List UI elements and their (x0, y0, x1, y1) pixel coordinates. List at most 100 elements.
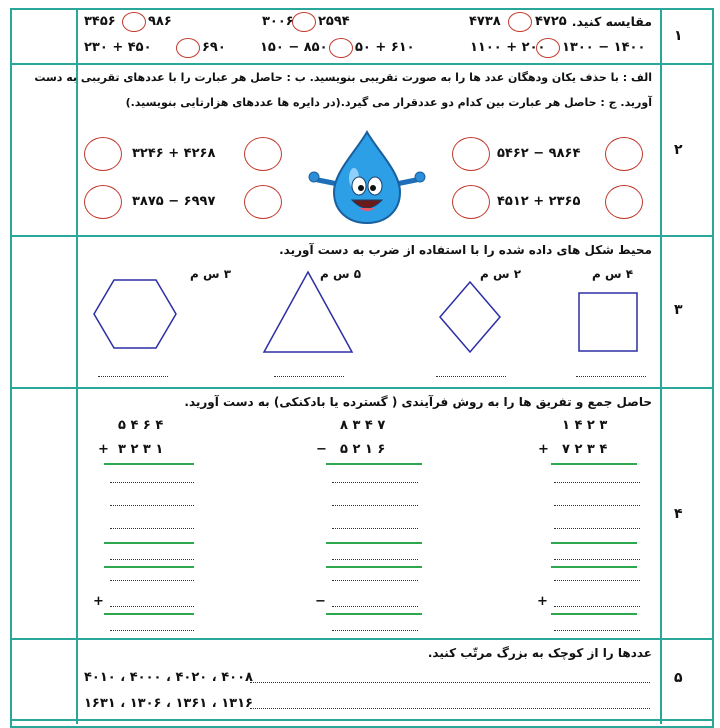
compare-right-value: ۳۰۰۶ (262, 14, 294, 29)
square-shape (578, 292, 638, 352)
work-dotted-line[interactable] (554, 559, 640, 560)
work-green-line (326, 542, 422, 544)
compare-answer-circle[interactable] (508, 12, 532, 32)
work-dotted-line[interactable] (554, 505, 640, 506)
row-number-1: ۱ (674, 28, 683, 44)
compare-right-value: ۱۱۰۰ + ۲۰۰ (470, 40, 546, 55)
row-divider (10, 63, 714, 65)
work-dotted-line[interactable] (110, 482, 194, 483)
compare-answer-circle[interactable] (292, 12, 316, 32)
expression-b: ۴۵۱۲ + ۲۳۶۵ (497, 194, 581, 209)
row-number-5: ۵ (674, 670, 683, 686)
work-green-line (326, 613, 422, 615)
compare-answer-circle[interactable] (122, 12, 146, 32)
work-dotted-line[interactable] (110, 580, 194, 581)
answer-dotted-line[interactable] (250, 682, 650, 683)
work-dotted-line[interactable] (110, 505, 194, 506)
problem-operator: + (538, 442, 549, 457)
problem-bottom-number: ۳ ۲ ۳ ۱ (118, 442, 164, 457)
hexagon-shape (93, 279, 177, 349)
work-green-line (551, 613, 637, 615)
compare-right-value: ۴۷۳۸ (469, 14, 501, 29)
work-dotted-line[interactable] (332, 580, 418, 581)
row-number-2: ۲ (674, 142, 683, 158)
problem-result-line (551, 463, 637, 465)
work-dotted-line[interactable] (110, 528, 194, 529)
answer-dotted-line[interactable] (436, 376, 506, 377)
work-dotted-line[interactable] (332, 528, 418, 529)
compare-answer-circle[interactable] (536, 38, 560, 58)
compare-right-value: ۳۴۵۶ (84, 14, 116, 29)
answer-dotted-line[interactable] (274, 376, 344, 377)
answer-dotted-line[interactable] (250, 708, 650, 709)
work-green-line (104, 566, 194, 568)
work-green-line (551, 566, 637, 568)
work-dotted-line[interactable] (332, 482, 418, 483)
work-dotted-line[interactable] (110, 630, 194, 631)
problem-top-number: ۱ ۴ ۲ ۳ (562, 418, 608, 433)
compare-right-value: ۱۵۰ − ۸۵۰ (260, 40, 328, 55)
expression-a: ۵۴۶۲ − ۹۸۶۴ (497, 146, 581, 161)
column-divider (76, 8, 78, 724)
work-dotted-line[interactable] (554, 630, 640, 631)
problem-bottom-number: ۷ ۲ ۳ ۴ (562, 442, 608, 457)
compare-left-value: ۵۰ + ۶۱۰ (355, 40, 415, 55)
expression-d: ۳۸۷۵ − ۶۹۹۷ (132, 194, 216, 209)
work-dotted-line[interactable] (332, 606, 418, 607)
work-dotted-line[interactable] (332, 559, 418, 560)
problem-result-line (326, 463, 422, 465)
shape-label-triangle: ۵ س م (320, 267, 362, 281)
shape-label-rhombus: ۲ س م (480, 267, 522, 281)
column-divider (660, 8, 662, 724)
row-divider (10, 638, 714, 640)
answer-circle[interactable] (244, 185, 282, 219)
row-divider (10, 387, 714, 389)
triangle-shape (262, 270, 354, 353)
problem-result-line (104, 463, 194, 465)
estimation-instruction-line1: الف : با حذف یکان ودهگان عدد ها را به صو… (34, 71, 652, 84)
work-dotted-line[interactable] (110, 559, 194, 560)
row-number-3: ۳ (674, 302, 683, 318)
work-plus-sign: + (537, 594, 548, 609)
answer-circle[interactable] (84, 185, 122, 219)
number-set-1: ۴۰۰۸ ، ۴۰۲۰ ، ۴۰۰۰ ، ۴۰۱۰ (84, 670, 253, 685)
work-green-line (104, 542, 194, 544)
compare-answer-circle[interactable] (176, 38, 200, 58)
row-divider (10, 719, 714, 721)
compare-instruction: مقایسه کنید. (571, 14, 652, 29)
process-instruction: حاصل جمع و تفریق ها را به روش فرآیندی ( … (184, 395, 652, 409)
work-dotted-line[interactable] (554, 606, 640, 607)
ordering-instruction: عددها را از کوچک به بزرگ مرتّب کنید. (427, 646, 652, 660)
compare-left-value: ۲۵۹۴ (318, 14, 350, 29)
worksheet-table (10, 8, 714, 728)
answer-circle[interactable] (244, 137, 282, 171)
shape-label-square: ۴ س م (592, 267, 634, 281)
work-green-line (551, 542, 637, 544)
work-dotted-line[interactable] (332, 630, 418, 631)
work-dotted-line[interactable] (554, 528, 640, 529)
work-dotted-line[interactable] (554, 482, 640, 483)
work-green-line (104, 613, 194, 615)
answer-circle[interactable] (605, 137, 643, 171)
answer-circle[interactable] (452, 137, 490, 171)
answer-dotted-line[interactable] (98, 376, 168, 377)
shape-label-hexagon: ۳ س م (190, 267, 232, 281)
number-set-2: ۱۳۱۶ ، ۱۳۶۱ ، ۱۳۰۶ ، ۱۶۳۱ (84, 696, 253, 711)
row-number-4: ۴ (674, 506, 683, 522)
compare-left-value: ۶۹۰ (202, 40, 226, 55)
work-dotted-line[interactable] (110, 606, 194, 607)
compare-left-value: ۹۸۶ (148, 14, 172, 29)
water-drop-mascot-icon (308, 129, 426, 225)
problem-bottom-number: ۵ ۲ ۱ ۶ (340, 442, 386, 457)
work-plus-sign: + (93, 594, 104, 609)
answer-circle[interactable] (605, 185, 643, 219)
answer-dotted-line[interactable] (576, 376, 646, 377)
compare-left-value: ۱۳۰۰ − ۱۴۰۰ (562, 40, 646, 55)
work-dotted-line[interactable] (554, 580, 640, 581)
work-dotted-line[interactable] (332, 505, 418, 506)
answer-circle[interactable] (452, 185, 490, 219)
problem-operator: + (98, 442, 109, 457)
problem-top-number: ۵ ۴ ۶ ۴ (118, 418, 164, 433)
compare-answer-circle[interactable] (329, 38, 353, 58)
answer-circle[interactable] (84, 137, 122, 171)
